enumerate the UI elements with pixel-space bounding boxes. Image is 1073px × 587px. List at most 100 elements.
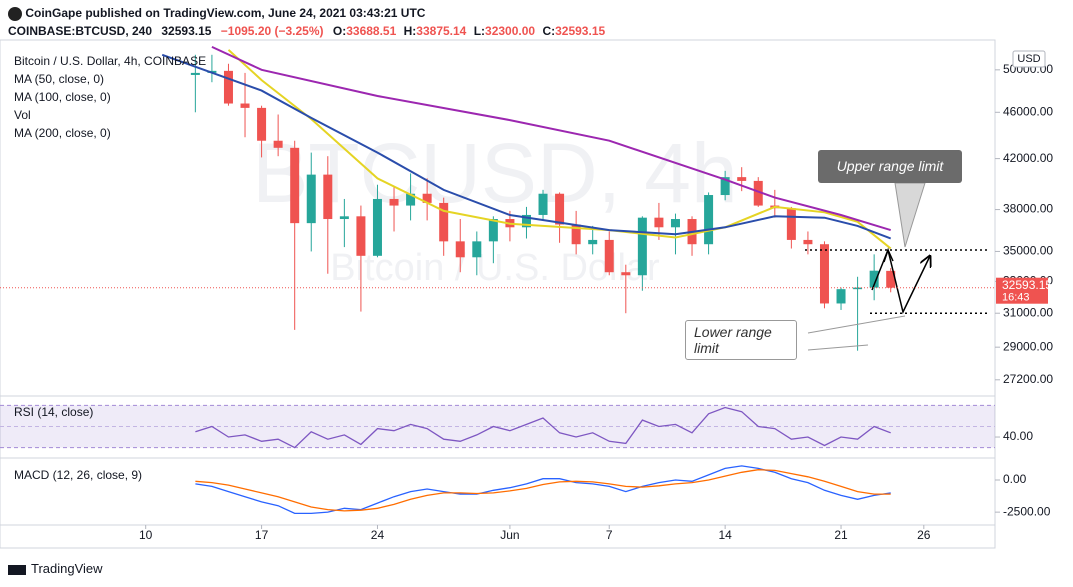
x-tick-label: Jun [500, 528, 519, 542]
q-label: C: [542, 24, 556, 38]
y-tick-label: 42000.00 [1003, 151, 1053, 165]
candle-body [257, 107, 267, 141]
x-tick-label: 14 [718, 528, 732, 542]
candle-body [555, 193, 565, 225]
legend-entry: MA (200, close, 0) [14, 126, 111, 140]
lower-annotation: Lower range limit [685, 320, 797, 360]
legend-entry: MA (50, close, 0) [14, 72, 104, 86]
pane-title: RSI (14, close) [14, 405, 93, 419]
candle-body [455, 241, 465, 258]
y-tick-label: 38000.00 [1003, 202, 1053, 216]
candle-body [604, 239, 614, 273]
y-tick-label: 40.00 [1003, 429, 1033, 443]
plot-frame [0, 39, 996, 549]
candle-body [704, 195, 714, 245]
price-pane [161, 45, 896, 351]
candle-body [273, 140, 283, 148]
publish-info: CoinGape published on TradingView.com, J… [25, 6, 426, 20]
candle-body [654, 217, 664, 228]
indicator-line [195, 465, 891, 515]
upper-annotation: Upper range limit [818, 150, 962, 183]
y-tick-label: 35000.00 [1003, 244, 1053, 258]
pane-title: MACD (12, 26, close, 9) [14, 468, 142, 482]
candle-body [803, 239, 813, 245]
candle-body [588, 239, 598, 245]
watermark: BTCUSD, 4h Bitcoin / U.S. Dollar [252, 126, 737, 289]
candle-body [786, 208, 796, 240]
q-value: 33688.51 [346, 24, 397, 38]
moving-average [211, 45, 891, 232]
candle-body [290, 147, 300, 224]
candle-body [621, 272, 631, 276]
x-tick-label: 26 [917, 528, 931, 542]
candle-body [422, 193, 432, 203]
range-arrow [871, 247, 930, 315]
candle-body [637, 217, 647, 276]
ohlc: O:33688.51 H:33875.14 L:32300.00 C:32593… [327, 24, 605, 38]
y-tick-label: 0.00 [1003, 472, 1027, 486]
candle-body [356, 216, 366, 256]
indicator-line [195, 469, 891, 512]
upper-pointer [894, 182, 926, 248]
y-tick-label: 46000.00 [1003, 104, 1053, 118]
candle-body [836, 289, 846, 304]
indicator-line [195, 406, 891, 449]
footer-brand: TradingView [8, 561, 103, 576]
candle-body [389, 198, 399, 206]
candle-body [240, 103, 250, 108]
logo [8, 564, 26, 575]
moving-average [161, 53, 892, 240]
candle-body [720, 177, 730, 196]
candle-body [190, 72, 200, 75]
candle-body [339, 216, 349, 220]
last: 32593.15 [161, 24, 212, 38]
change: −1095.20 (−3.25%) [220, 24, 324, 38]
x-tick-label: 21 [834, 528, 848, 542]
y-tick-label: -2500.00 [1003, 504, 1051, 518]
price-tag-countdown: 16:43 [1002, 292, 1030, 304]
x-tick-label: 17 [255, 528, 269, 542]
candle-body [670, 219, 680, 228]
pane-title: Bitcoin / U.S. Dollar, 4h, COINBASE [14, 54, 206, 68]
candle-body [869, 270, 879, 288]
y-tick-label: 27200.00 [1003, 372, 1053, 386]
y-tick-label: 31000.00 [1003, 305, 1053, 319]
candle-body [521, 214, 531, 228]
q-label: L: [473, 24, 486, 38]
currency: USD [1017, 53, 1040, 65]
x-tick-label: 10 [139, 528, 153, 542]
q-label: H: [403, 24, 417, 38]
q-value: 32593.15 [555, 24, 606, 38]
symbol: COINBASE:BTCUSD, 240 [8, 24, 153, 38]
candle-body [538, 193, 548, 215]
y-tick-label: 29000.00 [1003, 339, 1053, 353]
candle-body [323, 174, 333, 220]
candle-body [223, 70, 233, 104]
candle-body [372, 198, 382, 256]
legend-entry: MA (100, close, 0) [14, 90, 111, 104]
candle-body [571, 224, 581, 245]
q-value: 33875.14 [416, 24, 467, 38]
x-tick-label: 24 [371, 528, 385, 542]
lower-pointer [807, 315, 906, 351]
candle-body [819, 244, 829, 304]
watermark-symbol: BTCUSD, 4h [252, 126, 737, 220]
price-tag [996, 277, 1048, 304]
currency-box [1012, 50, 1046, 68]
q-label: O: [332, 24, 347, 38]
candle-body [472, 241, 482, 258]
candle-body [737, 177, 747, 181]
legend-entry: Vol [14, 108, 31, 122]
candle-body [853, 287, 863, 290]
price-tag-value: 32593.15 [1002, 278, 1052, 292]
q-value: 32300.00 [485, 24, 536, 38]
quote-line: COINBASE:BTCUSD, 240 32593.15 −1095.20 (… [8, 24, 605, 38]
candle-body [439, 202, 449, 242]
candle-body [886, 270, 896, 288]
candle-body [753, 180, 763, 206]
candle-body [306, 174, 316, 224]
brand-text: TradingView [31, 561, 103, 576]
avatar [8, 6, 22, 21]
